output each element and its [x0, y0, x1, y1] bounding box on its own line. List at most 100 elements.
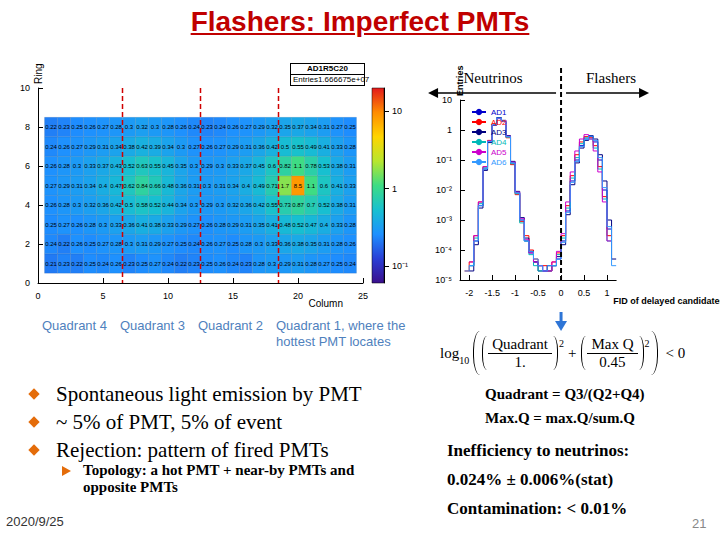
- svg-text:0.25: 0.25: [344, 124, 356, 130]
- svg-text:10: 10: [20, 83, 30, 93]
- svg-text:0.4: 0.4: [242, 183, 251, 189]
- svg-text:0.36: 0.36: [240, 202, 252, 208]
- svg-text:2: 2: [25, 239, 30, 249]
- svg-text:0.23: 0.23: [188, 261, 200, 267]
- svg-text:0.27: 0.27: [71, 144, 83, 150]
- svg-text:0.26: 0.26: [175, 124, 187, 130]
- svg-text:0.29: 0.29: [227, 222, 239, 228]
- svg-text:0.5: 0.5: [281, 144, 290, 150]
- svg-text:0.23: 0.23: [123, 261, 135, 267]
- svg-text:0.3: 0.3: [203, 183, 212, 189]
- svg-text:0.34: 0.34: [84, 183, 96, 189]
- svg-text:0.24: 0.24: [188, 124, 200, 130]
- svg-text:0.22: 0.22: [58, 241, 70, 247]
- svg-text:0.37: 0.37: [97, 163, 109, 169]
- svg-text:-0.5: -0.5: [530, 288, 546, 298]
- svg-text:10⁻¹: 10⁻¹: [436, 155, 452, 165]
- svg-text:1: 1: [447, 125, 452, 135]
- svg-text:0.25: 0.25: [175, 241, 187, 247]
- svg-text:AD2: AD2: [491, 118, 507, 127]
- svg-text:20: 20: [293, 291, 303, 301]
- svg-text:0.25: 0.25: [201, 261, 213, 267]
- svg-text:0.31: 0.31: [71, 183, 83, 189]
- svg-text:0.45: 0.45: [253, 163, 265, 169]
- svg-text:0.31: 0.31: [136, 241, 148, 247]
- svg-text:0.27: 0.27: [318, 261, 330, 267]
- svg-text:0: 0: [25, 278, 30, 288]
- svg-text:0.24: 0.24: [97, 261, 109, 267]
- svg-text:0.52: 0.52: [292, 222, 304, 228]
- svg-text:0.29: 0.29: [58, 183, 70, 189]
- svg-text:0.24: 0.24: [214, 124, 226, 130]
- svg-text:0.58: 0.58: [136, 202, 148, 208]
- svg-text:0.3: 0.3: [268, 261, 277, 267]
- svg-text:0.31: 0.31: [292, 261, 304, 267]
- svg-text:0.26: 0.26: [214, 261, 226, 267]
- svg-text:0.31: 0.31: [240, 144, 252, 150]
- svg-text:Column: Column: [309, 298, 343, 309]
- svg-text:0.23: 0.23: [201, 124, 213, 130]
- svg-text:0.37: 0.37: [240, 163, 252, 169]
- svg-text:0.41: 0.41: [318, 144, 330, 150]
- svg-text:0.27: 0.27: [188, 222, 200, 228]
- svg-text:0.25: 0.25: [84, 241, 96, 247]
- svg-text:0.31: 0.31: [318, 124, 330, 130]
- svg-text:0.27: 0.27: [97, 241, 109, 247]
- svg-text:0.28: 0.28: [58, 202, 70, 208]
- svg-text:5: 5: [100, 291, 105, 301]
- svg-text:0.48: 0.48: [162, 183, 174, 189]
- svg-text:AD6: AD6: [491, 158, 507, 167]
- svg-text:0.31: 0.31: [318, 241, 330, 247]
- svg-text:0: 0: [559, 288, 564, 298]
- svg-text:0.27: 0.27: [97, 124, 109, 130]
- svg-text:0.84: 0.84: [136, 183, 148, 189]
- svg-text:0.32: 0.32: [84, 202, 96, 208]
- svg-text:0.34: 0.34: [110, 144, 122, 150]
- svg-text:0.7: 0.7: [307, 202, 316, 208]
- svg-text:0.24: 0.24: [45, 241, 57, 247]
- svg-text:0.55: 0.55: [292, 144, 304, 150]
- svg-text:0.26: 0.26: [227, 124, 239, 130]
- svg-text:6: 6: [25, 161, 30, 171]
- svg-text:0.23: 0.23: [58, 124, 70, 130]
- svg-text:0.28: 0.28: [58, 163, 70, 169]
- svg-text:0.31: 0.31: [344, 202, 356, 208]
- svg-text:0.3: 0.3: [190, 202, 199, 208]
- svg-text:AD3: AD3: [491, 128, 507, 137]
- svg-text:0.41: 0.41: [331, 183, 343, 189]
- svg-text:0.24: 0.24: [188, 241, 200, 247]
- svg-text:0.24: 0.24: [227, 261, 239, 267]
- svg-text:8.5: 8.5: [294, 183, 303, 189]
- svg-text:0.38: 0.38: [123, 144, 135, 150]
- svg-text:15: 15: [228, 291, 238, 301]
- svg-text:-1: -1: [511, 288, 519, 298]
- svg-text:0.52: 0.52: [123, 163, 135, 169]
- svg-text:AD4: AD4: [491, 138, 507, 147]
- svg-text:0.25: 0.25: [45, 222, 57, 228]
- svg-text:0.27: 0.27: [214, 144, 226, 150]
- svg-text:0.28: 0.28: [253, 261, 265, 267]
- svg-text:0.36: 0.36: [123, 222, 135, 228]
- svg-text:0.71: 0.71: [266, 183, 278, 189]
- svg-text:FID of delayed candidates: FID of delayed candidates: [613, 296, 720, 306]
- svg-text:0.34: 0.34: [305, 124, 317, 130]
- svg-text:0.25: 0.25: [136, 261, 148, 267]
- svg-text:0.31: 0.31: [240, 222, 252, 228]
- svg-text:0.24: 0.24: [162, 261, 174, 267]
- svg-text:0.27: 0.27: [58, 222, 70, 228]
- svg-text:10⁻¹: 10⁻¹: [392, 261, 408, 271]
- svg-text:0.36: 0.36: [97, 202, 109, 208]
- svg-text:AD1: AD1: [491, 108, 507, 117]
- svg-text:0.52: 0.52: [149, 202, 161, 208]
- svg-text:1: 1: [604, 288, 609, 298]
- svg-text:0.33: 0.33: [266, 241, 278, 247]
- svg-text:0.26: 0.26: [84, 124, 96, 130]
- svg-text:0.26: 0.26: [201, 222, 213, 228]
- svg-text:0.43: 0.43: [110, 163, 122, 169]
- svg-text:0.24: 0.24: [344, 261, 356, 267]
- svg-text:0.3: 0.3: [73, 202, 82, 208]
- svg-text:0.28: 0.28: [162, 124, 174, 130]
- svg-text:0.28: 0.28: [110, 241, 122, 247]
- svg-text:0.26: 0.26: [201, 144, 213, 150]
- svg-text:1: 1: [392, 184, 397, 194]
